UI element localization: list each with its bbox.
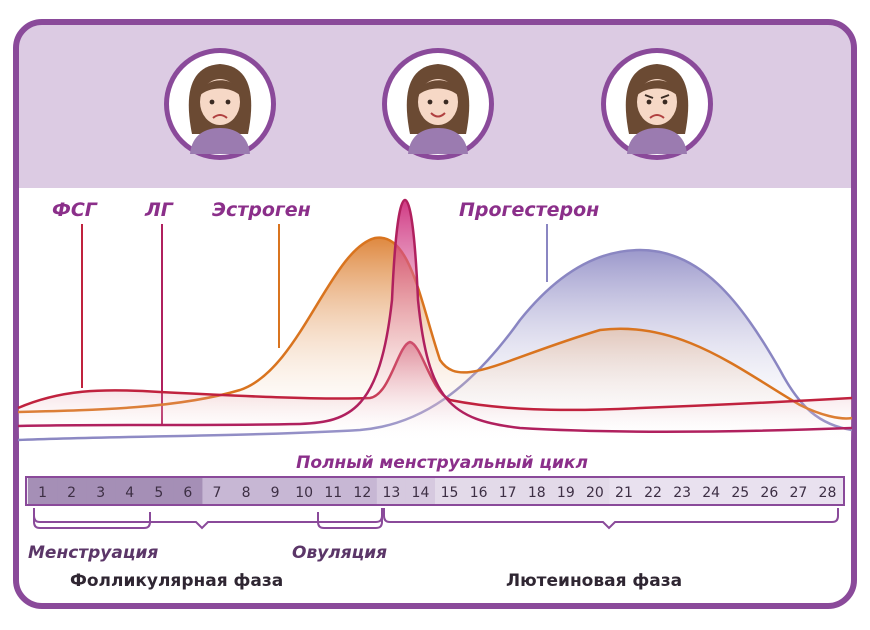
day-cell	[144, 478, 174, 504]
sad-face-icon	[164, 48, 276, 160]
lh-curve	[17, 198, 853, 434]
day-cell	[667, 478, 698, 504]
day-label: 13	[382, 485, 400, 501]
day-cell	[812, 478, 843, 504]
day-label: 9	[271, 485, 280, 501]
estrogen-curve	[17, 236, 853, 420]
day-label: 19	[557, 485, 575, 501]
day-label: 23	[673, 485, 691, 501]
day-cell	[580, 478, 610, 504]
day-cell	[696, 478, 727, 504]
day-cell	[202, 478, 232, 504]
day-cell	[289, 478, 320, 504]
day-cell	[754, 478, 785, 504]
happy-face-icon	[382, 48, 494, 160]
follicular-label: Фолликулярная фаза	[70, 571, 283, 591]
day-cell	[464, 478, 494, 504]
lh-label: ЛГ	[144, 199, 174, 221]
day-label: 10	[295, 485, 313, 501]
day-label: 18	[528, 485, 546, 501]
day-cell	[609, 478, 639, 504]
day-cell	[522, 478, 552, 504]
cycle-title: Полный менструальный цикл	[296, 453, 588, 473]
day-label: 3	[96, 485, 105, 501]
day-cell	[173, 478, 203, 504]
day-label: 12	[353, 485, 371, 501]
fsh-label: ФСГ	[52, 199, 98, 221]
day-label: 11	[324, 485, 342, 501]
day-cell	[28, 478, 58, 504]
day-label: 4	[125, 485, 134, 501]
luteal-brace	[383, 508, 839, 530]
lh-area	[18, 200, 852, 440]
day-cell	[725, 478, 756, 504]
day-label: 14	[412, 485, 430, 501]
day-cell	[783, 478, 814, 504]
day-label: 20	[586, 485, 604, 501]
day-cell	[376, 478, 407, 504]
day-cell	[551, 478, 581, 504]
angry-face-icon	[601, 48, 713, 160]
day-label: 15	[441, 485, 459, 501]
progesterone-label: Прогестерон	[459, 199, 599, 221]
day-label: 21	[615, 485, 633, 501]
day-cell	[638, 478, 669, 504]
day-cell	[435, 478, 465, 504]
luteal-label: Лютеиновая фаза	[506, 571, 682, 591]
ovulation-label: Овуляция	[292, 543, 387, 563]
day-label: 26	[760, 485, 778, 501]
day-cell	[405, 478, 436, 504]
day-label: 17	[499, 485, 517, 501]
estrogen-label: Эстроген	[212, 199, 311, 221]
day-label: 28	[819, 485, 837, 501]
day-label: 1	[38, 485, 47, 501]
day-cell	[493, 478, 523, 504]
day-cell	[115, 478, 145, 504]
frame-border	[13, 19, 857, 609]
day-cell	[347, 478, 378, 504]
day-label: 27	[789, 485, 807, 501]
day-label: 16	[470, 485, 488, 501]
day-label: 22	[644, 485, 662, 501]
day-cell	[57, 478, 87, 504]
day-cell	[231, 478, 262, 504]
day-label: 5	[154, 485, 163, 501]
day-cell	[86, 478, 116, 504]
day-label: 7	[213, 485, 222, 501]
day-label: 2	[67, 485, 76, 501]
day-label: 25	[731, 485, 749, 501]
menstruation-label: Менструация	[28, 543, 158, 563]
day-label: 8	[242, 485, 251, 501]
menstruation-brace	[33, 512, 151, 529]
day-cell	[318, 478, 349, 504]
estrogen-area	[18, 237, 852, 440]
day-label: 24	[702, 485, 720, 501]
day-label: 6	[183, 485, 192, 501]
ovulation-brace	[317, 512, 383, 529]
day-cell	[260, 478, 291, 504]
